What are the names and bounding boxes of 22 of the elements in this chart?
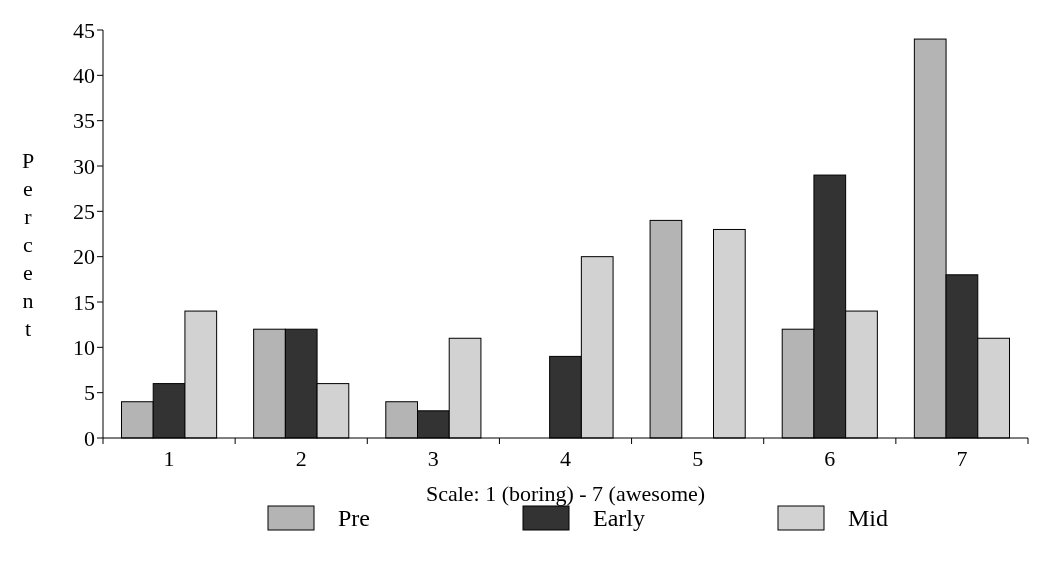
x-tick-label: 3 (427, 446, 439, 471)
y-tick-label: 15 (73, 289, 95, 315)
x-axis-title: Scale: 1 (boring) - 7 (awesome) (425, 481, 706, 506)
y-tick-label: 30 (73, 153, 95, 179)
y-tick-label: 10 (73, 335, 95, 361)
x-tick-label: 5 (692, 446, 704, 471)
x-tick-label: 6 (824, 446, 836, 471)
x-tick-label: 2 (295, 446, 307, 471)
y-tick-label: 35 (73, 108, 95, 134)
legend-label: Mid (848, 505, 889, 532)
y-axis-title: Percent (21, 148, 35, 341)
y-tick-label: 40 (73, 63, 95, 89)
y-tick-label: 0 (84, 425, 95, 451)
y-tick-label: 25 (73, 199, 95, 225)
x-tick-label: 7 (956, 446, 968, 471)
y-tick-label: 20 (73, 244, 95, 270)
x-tick-label: 4 (560, 446, 571, 471)
legend-label: Early (593, 505, 645, 532)
legend-label: Pre (338, 505, 370, 532)
y-tick-label: 45 (73, 17, 95, 43)
y-tick-label: 5 (84, 380, 95, 406)
x-tick-label: 1 (163, 446, 175, 471)
